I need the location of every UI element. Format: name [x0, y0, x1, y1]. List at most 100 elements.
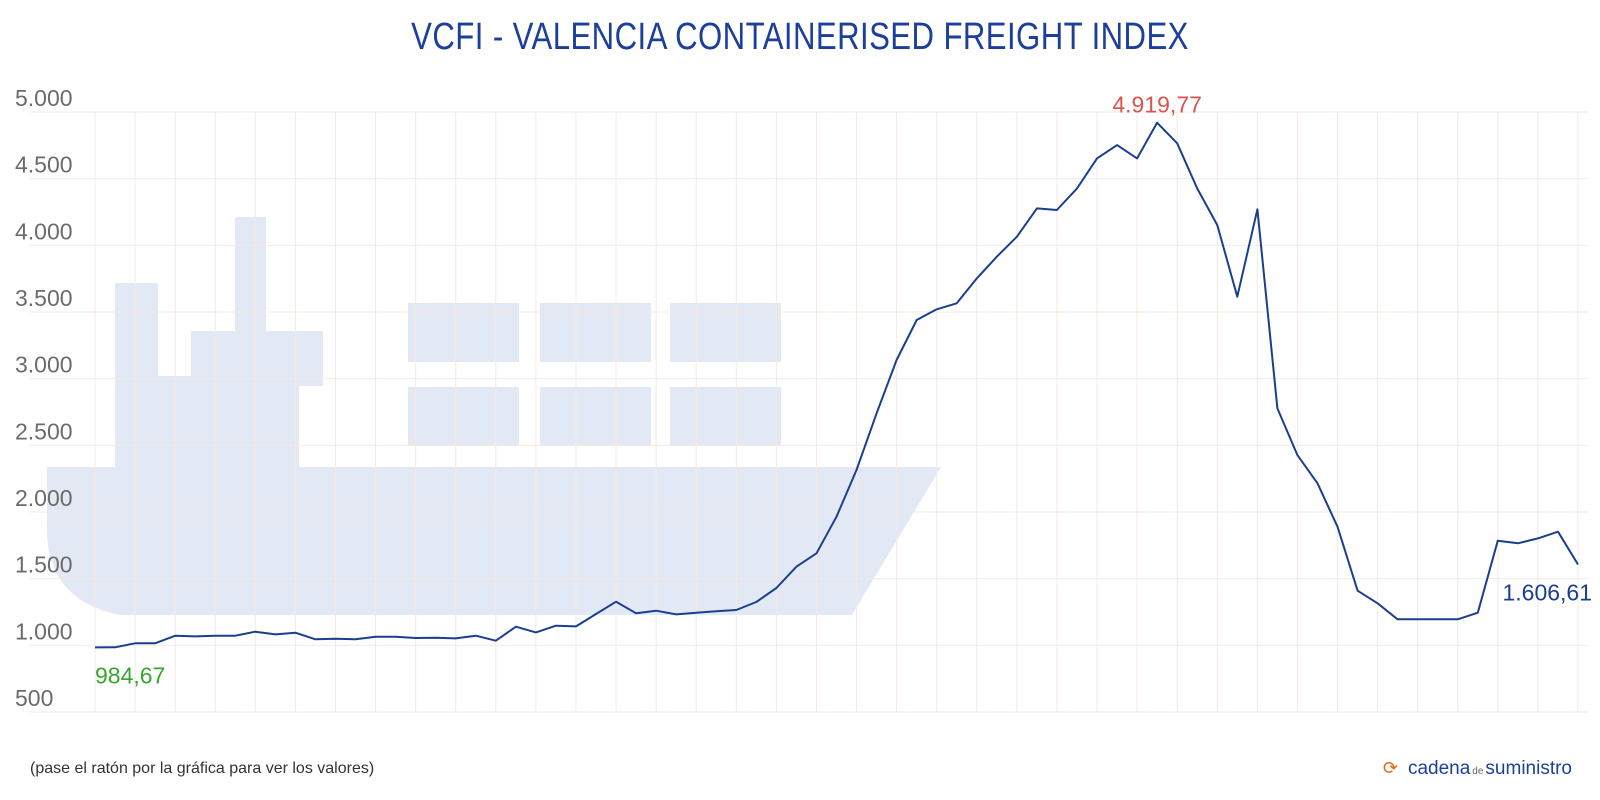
data-point[interactable]: [1231, 291, 1243, 303]
data-point[interactable]: [1572, 558, 1584, 570]
data-point[interactable]: [951, 297, 963, 309]
data-point[interactable]: [390, 631, 402, 643]
data-point[interactable]: [590, 608, 602, 620]
data-point[interactable]: [1131, 152, 1143, 164]
chart-title: VCFI - VALENCIA CONTAINERISED FREIGHT IN…: [411, 16, 1189, 58]
data-point[interactable]: [1211, 219, 1223, 231]
last-value-label: 1.606,61: [1502, 579, 1592, 605]
y-tick-label: 500: [15, 685, 53, 711]
data-point[interactable]: [1071, 182, 1083, 194]
data-point[interactable]: [129, 637, 141, 649]
data-point[interactable]: [1291, 449, 1303, 461]
max-value-label: 4.919,77: [1112, 92, 1202, 118]
data-point[interactable]: [329, 633, 341, 645]
data-point[interactable]: [1532, 532, 1544, 544]
data-point[interactable]: [931, 303, 943, 315]
data-point[interactable]: [831, 511, 843, 523]
data-point[interactable]: [750, 596, 762, 608]
data-point[interactable]: [911, 314, 923, 326]
data-point[interactable]: [851, 464, 863, 476]
logo-text-cadena: cadena: [1407, 758, 1471, 779]
y-tick-label: 4.500: [15, 152, 73, 178]
data-point[interactable]: [971, 272, 983, 284]
data-point[interactable]: [570, 620, 582, 632]
min-value-label: 984,67: [95, 662, 165, 688]
data-point[interactable]: [610, 596, 622, 608]
brand-logo[interactable]: ⟳ cadena de suministro: [1383, 758, 1572, 780]
y-tick-label: 4.000: [15, 218, 73, 244]
data-point[interactable]: [891, 354, 903, 366]
ship-superstructure: [266, 331, 323, 386]
data-point[interactable]: [810, 547, 822, 559]
data-point[interactable]: [229, 630, 241, 642]
data-point[interactable]: [1031, 202, 1043, 214]
data-point[interactable]: [269, 628, 281, 640]
ship-silhouette: [47, 217, 941, 615]
data-point[interactable]: [490, 635, 502, 647]
data-point[interactable]: [1352, 585, 1364, 597]
data-point[interactable]: [1552, 526, 1564, 538]
data-point[interactable]: [410, 632, 422, 644]
data-point[interactable]: [550, 620, 562, 632]
data-point[interactable]: [1492, 535, 1504, 547]
ship-hull: [47, 467, 941, 615]
data-point[interactable]: [770, 582, 782, 594]
grid: [30, 111, 1588, 713]
data-point[interactable]: [1191, 182, 1203, 194]
data-point[interactable]: [370, 631, 382, 643]
data-point[interactable]: [1051, 204, 1063, 216]
data-point[interactable]: [1432, 613, 1444, 625]
logo-text-de: de: [1472, 766, 1484, 777]
data-point[interactable]: [1412, 613, 1424, 625]
data-point[interactable]: [1171, 137, 1183, 149]
data-point[interactable]: [630, 607, 642, 619]
data-point[interactable]: [1011, 231, 1023, 243]
data-point[interactable]: [470, 630, 482, 642]
data-point[interactable]: [309, 633, 321, 645]
data-point[interactable]: [1472, 607, 1484, 619]
data-point[interactable]: [710, 605, 722, 617]
data-point[interactable]: [670, 608, 682, 620]
data-point[interactable]: [109, 641, 121, 653]
data-point[interactable]: [1271, 402, 1283, 414]
data-point[interactable]: [1512, 537, 1524, 549]
data-point[interactable]: [149, 637, 161, 649]
data-point[interactable]: [289, 627, 301, 639]
data-point[interactable]: [89, 641, 101, 653]
data-point[interactable]: [871, 407, 883, 419]
data-point[interactable]: [650, 605, 662, 617]
data-point[interactable]: [1311, 477, 1323, 489]
data-point[interactable]: [1091, 152, 1103, 164]
data-point[interactable]: [1111, 139, 1123, 151]
ship-container: [670, 387, 781, 446]
data-point[interactable]: [1151, 117, 1163, 129]
data-point[interactable]: [510, 621, 522, 633]
y-tick-label: 2.000: [15, 485, 73, 511]
data-point[interactable]: [1392, 613, 1404, 625]
data-point[interactable]: [991, 251, 1003, 263]
y-tick-label: 3.000: [15, 352, 73, 378]
data-point[interactable]: [189, 630, 201, 642]
y-tick-label: 1.000: [15, 618, 73, 644]
data-point[interactable]: [1251, 203, 1263, 215]
data-point[interactable]: [530, 626, 542, 638]
ship-container: [408, 303, 519, 362]
data-point[interactable]: [209, 630, 221, 642]
data-point[interactable]: [1372, 597, 1384, 609]
data-point[interactable]: [350, 633, 362, 645]
data-point[interactable]: [169, 630, 181, 642]
data-point[interactable]: [249, 626, 261, 638]
data-point[interactable]: [1332, 521, 1344, 533]
data-point[interactable]: [450, 632, 462, 644]
y-axis: 500 1.000 1.500 2.000 2.500 3.000 3.500 4.000 4.…: [15, 85, 73, 711]
data-point[interactable]: [690, 607, 702, 619]
data-point[interactable]: [1452, 613, 1464, 625]
data-point[interactable]: [730, 604, 742, 616]
ship-superstructure: [115, 380, 299, 470]
y-tick-label: 2.500: [15, 418, 73, 444]
data-point[interactable]: [790, 561, 802, 573]
y-tick-label: 5.000: [15, 85, 73, 111]
data-point[interactable]: [430, 632, 442, 644]
y-tick-label: 1.500: [15, 552, 73, 578]
